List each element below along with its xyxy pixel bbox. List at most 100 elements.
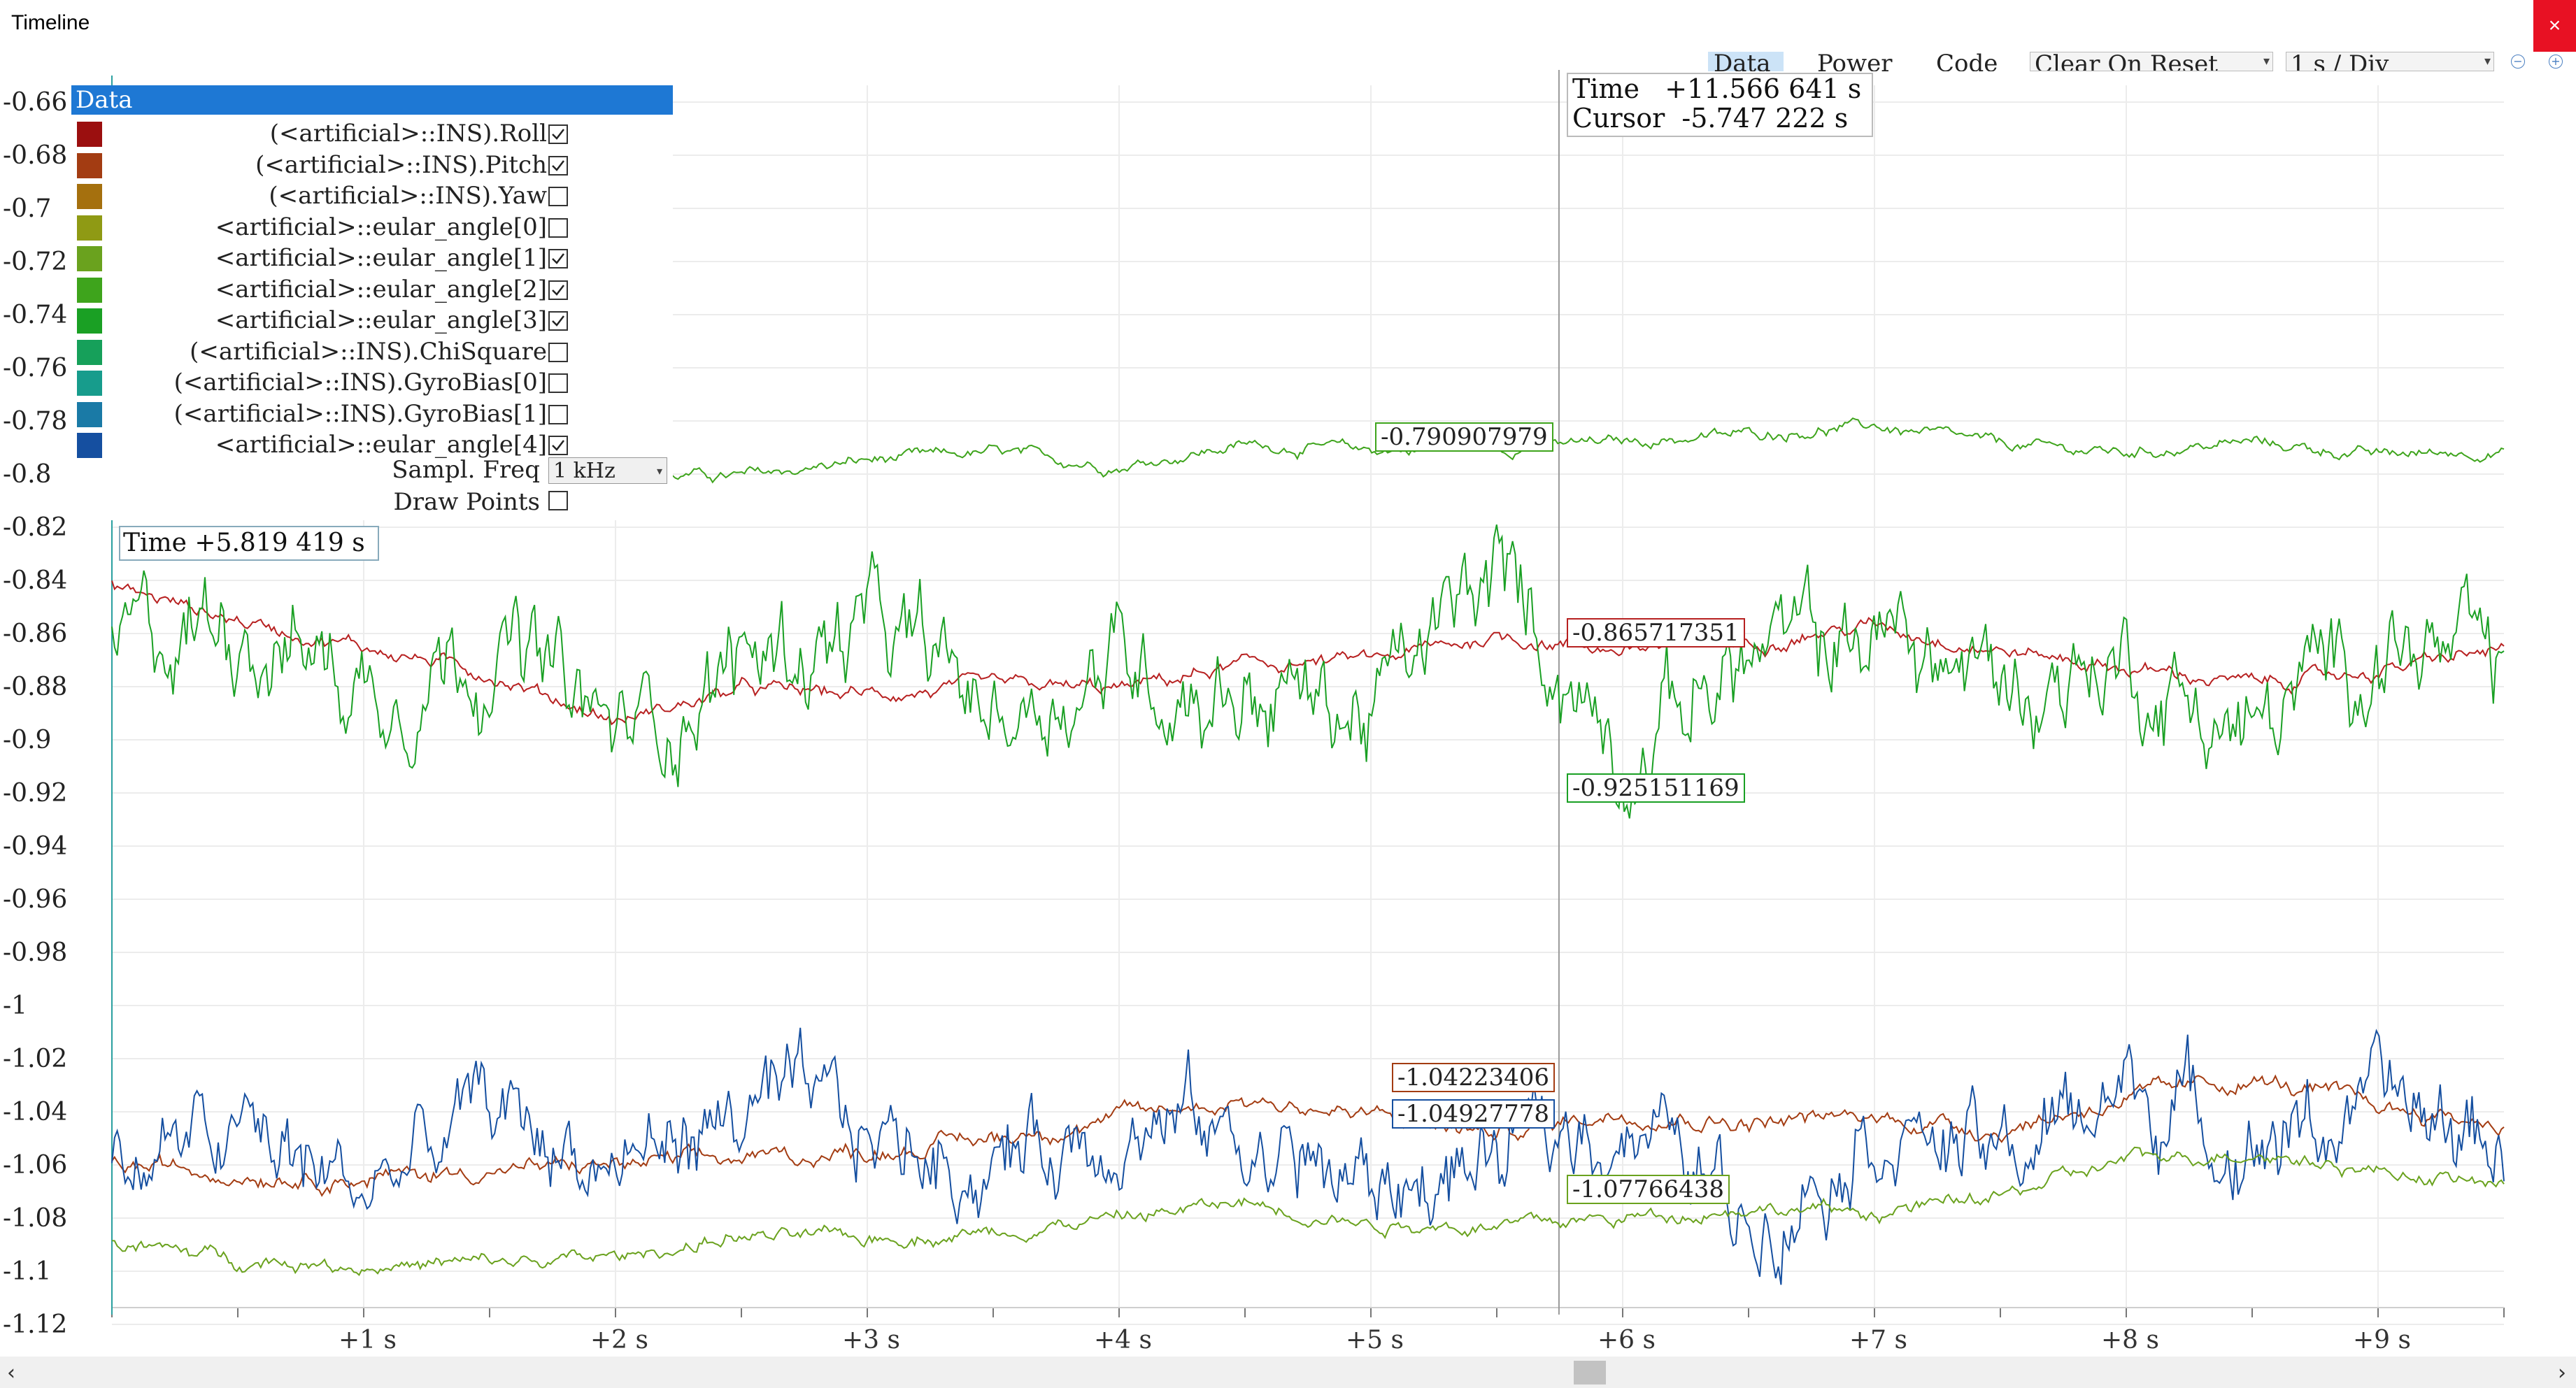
legend-swatch	[77, 246, 102, 271]
readout-time: Time +11.566 641 s	[1572, 73, 1862, 104]
x-tick-label: +8 s	[2101, 1326, 2159, 1354]
legend-swatch	[77, 401, 102, 427]
legend-item[interactable]: (<artificial>::INS).GyroBias[0]	[71, 365, 673, 396]
legend-swatch	[77, 277, 102, 303]
reset-mode-select[interactable]: Clear On Reset ▾	[2030, 52, 2273, 71]
draw-points-label: Draw Points	[393, 488, 540, 516]
y-tick-label: -0.86	[3, 620, 67, 648]
y-tick-label: -1.06	[3, 1151, 67, 1180]
legend-header: Data	[71, 85, 673, 115]
legend-item-label: (<artificial>::INS).ChiSquare	[190, 337, 547, 366]
y-tick-label: -1.1	[3, 1257, 51, 1286]
legend-item-label: <artificial>::eular_angle[0]	[215, 213, 547, 241]
legend-item-checkbox[interactable]	[548, 280, 568, 300]
y-tick-label: -0.94	[3, 832, 67, 861]
start-time-marker: Time +5.819 419 s	[119, 526, 379, 561]
y-tick-label: -0.72	[3, 248, 67, 276]
y-tick-label: -1.02	[3, 1045, 67, 1073]
scroll-thumb[interactable]	[1574, 1361, 1606, 1385]
y-tick-label: -1.12	[3, 1310, 67, 1339]
legend-item[interactable]: <artificial>::eular_angle[3]	[71, 303, 673, 334]
x-tick-label: +6 s	[1597, 1326, 1656, 1354]
value-label-eular4: -1.04927778	[1392, 1099, 1555, 1129]
value-label-eular3: -0.925151169	[1567, 773, 1745, 803]
legend-item[interactable]: <artificial>::eular_angle[0]	[71, 210, 673, 241]
tab-code[interactable]: Code	[1936, 52, 1998, 71]
legend-swatch	[77, 122, 102, 147]
series-line	[111, 1146, 2505, 1277]
legend-item-checkbox[interactable]	[548, 124, 568, 144]
zoom-out-icon[interactable]: −	[2511, 55, 2525, 69]
legend-item[interactable]: (<artificial>::INS).Pitch	[71, 148, 673, 179]
x-tick-label: +1 s	[339, 1326, 397, 1354]
toolbar: Data Power Code Clear On Reset ▾ 1 s / D…	[1665, 52, 2576, 71]
reset-mode-value: Clear On Reset	[2035, 52, 2218, 71]
legend-swatch	[77, 433, 102, 458]
y-tick-label: -0.68	[3, 141, 67, 170]
tab-data[interactable]: Data	[1708, 52, 1784, 71]
legend-item-label: <artificial>::eular_angle[4]	[215, 431, 547, 459]
x-tick-label: +5 s	[1346, 1326, 1404, 1354]
legend-item-label: <artificial>::eular_angle[1]	[215, 244, 547, 272]
series-line	[111, 1027, 2505, 1285]
legend-item-label: (<artificial>::INS).Pitch	[255, 150, 547, 179]
value-label-eular1: -1.07766438	[1567, 1175, 1730, 1204]
legend-swatch	[77, 152, 102, 178]
draw-points-checkbox[interactable]	[548, 491, 568, 510]
tab-power[interactable]: Power	[1817, 52, 1893, 71]
y-tick-label: -0.74	[3, 301, 67, 329]
time-div-select[interactable]: 1 s / Div ▾	[2286, 52, 2494, 71]
series-line	[111, 524, 2505, 819]
y-tick-label: -0.66	[3, 88, 67, 117]
value-label-eular2: -0.790907979	[1375, 422, 1553, 452]
chevron-down-icon: ▾	[2484, 54, 2491, 69]
legend-item[interactable]: <artificial>::eular_angle[4]	[71, 427, 673, 459]
legend-item-checkbox[interactable]	[548, 373, 568, 393]
y-tick-label: -0.88	[3, 673, 67, 701]
legend-swatch	[77, 184, 102, 209]
legend-swatch	[77, 339, 102, 365]
horizontal-scrollbar[interactable]: ‹ ›	[0, 1357, 2576, 1388]
y-tick-label: -0.8	[3, 460, 51, 489]
legend-item[interactable]: (<artificial>::INS).GyroBias[1]	[71, 396, 673, 428]
chevron-down-icon: ▾	[656, 464, 662, 478]
scroll-left-icon[interactable]: ‹	[7, 1361, 15, 1385]
legend-item-checkbox[interactable]	[548, 311, 568, 331]
x-tick-label: +7 s	[1849, 1326, 1907, 1354]
close-button[interactable]: ×	[2533, 0, 2576, 52]
legend-item[interactable]: (<artificial>::INS).Yaw	[71, 178, 673, 210]
y-tick-label: -0.92	[3, 779, 67, 808]
legend-item[interactable]: <artificial>::eular_angle[1]	[71, 241, 673, 272]
y-tick-label: -0.96	[3, 885, 67, 914]
value-label-roll: -0.865717351	[1567, 618, 1745, 648]
y-tick-label: -0.84	[3, 566, 67, 595]
sampl-freq-value: 1 kHz	[553, 459, 615, 483]
legend-panel: Data (<artificial>::INS).Roll (<artificia…	[71, 85, 673, 520]
title-bar: Timeline ×	[0, 0, 2576, 52]
y-tick-label: -0.82	[3, 513, 67, 542]
y-tick-label: -0.78	[3, 407, 67, 436]
y-tick-label: -0.76	[3, 354, 67, 382]
y-tick-label: -0.98	[3, 938, 67, 967]
series-line	[111, 1074, 2505, 1197]
legend-item-checkbox[interactable]	[548, 187, 568, 206]
cursor-readout: Time +11.566 641 s Cursor -5.747 222 s	[1567, 73, 1873, 137]
sampl-freq-select[interactable]: 1 kHz ▾	[548, 457, 667, 484]
legend-item[interactable]: (<artificial>::INS).Roll	[71, 116, 673, 148]
legend-item[interactable]: (<artificial>::INS).ChiSquare	[71, 334, 673, 366]
scroll-right-icon[interactable]: ›	[2558, 1361, 2566, 1385]
y-tick-label: -0.7	[3, 194, 51, 223]
legend-item-checkbox[interactable]	[548, 249, 568, 269]
legend-item-checkbox[interactable]	[548, 436, 568, 455]
y-tick-label: -1	[3, 992, 27, 1020]
legend-item-checkbox[interactable]	[548, 404, 568, 424]
y-tick-label: -0.9	[3, 726, 51, 754]
legend-item-checkbox[interactable]	[548, 155, 568, 176]
zoom-in-icon[interactable]: +	[2549, 55, 2563, 69]
x-tick-label: +9 s	[2353, 1326, 2411, 1354]
legend-item[interactable]: <artificial>::eular_angle[2]	[71, 272, 673, 303]
legend-item-checkbox[interactable]	[548, 342, 568, 362]
legend-swatch	[77, 308, 102, 334]
window-title: Timeline	[11, 11, 90, 34]
legend-item-checkbox[interactable]	[548, 217, 568, 238]
